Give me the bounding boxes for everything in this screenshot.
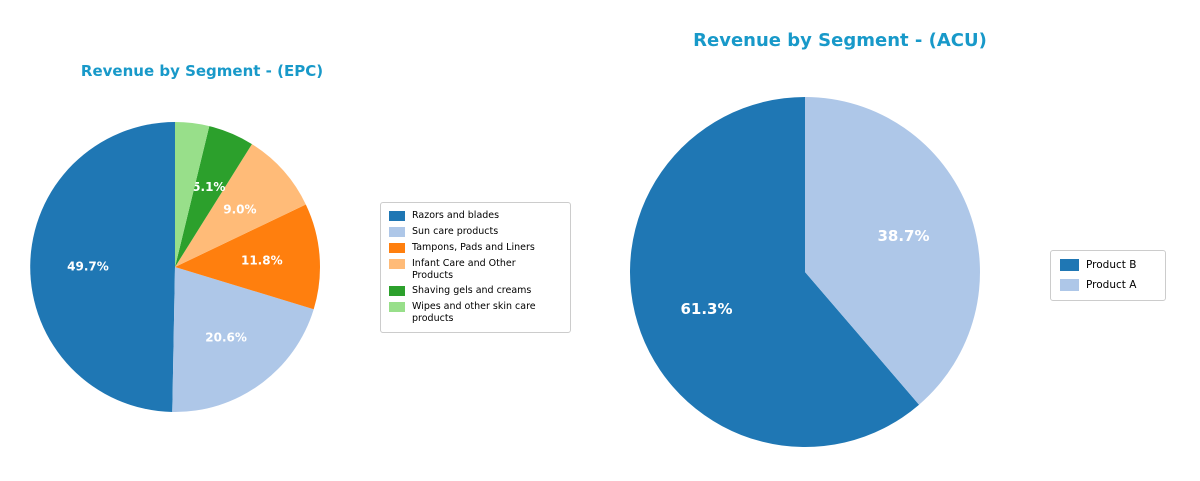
pie-slice-label: 5.1% — [192, 180, 225, 194]
pie-slice — [30, 122, 175, 412]
pie-slice — [175, 144, 306, 267]
legend-label: Shaving gels and creams — [412, 285, 532, 297]
legend-label: Product B — [1086, 259, 1137, 271]
legend-item: Product A — [1060, 279, 1156, 292]
pie-slice-label: 9.0% — [223, 202, 256, 216]
pie-slice — [172, 267, 314, 412]
legend-label: Product A — [1086, 279, 1137, 292]
legend-item: Infant Care and Other Products — [389, 258, 562, 282]
chart-title-epc: Revenue by Segment - (EPC) — [80, 62, 324, 80]
legend-item: Tampons, Pads and Liners — [389, 242, 562, 254]
legend-swatch — [1060, 279, 1079, 292]
pie-slice — [805, 97, 980, 405]
pie-slice — [175, 204, 320, 310]
pie-slice — [175, 126, 252, 267]
pie-slice-label: 49.7% — [67, 259, 109, 273]
legend-label: Razors and blades — [412, 210, 500, 221]
legend-swatch — [389, 242, 405, 253]
legend-label: Sun care products — [412, 225, 499, 237]
legend-label: Tampons, Pads and Liners — [412, 241, 535, 253]
legend-item: Product B — [1060, 259, 1156, 272]
legend-label: Wipes and other skin care products — [412, 301, 536, 325]
legend-label: Infant Care and Other Products — [412, 257, 516, 281]
pie-slice-label: 20.6% — [205, 331, 247, 345]
legend-swatch — [389, 211, 405, 221]
legend-swatch — [1060, 259, 1079, 271]
pie-slice-label: 38.7% — [877, 227, 929, 245]
legend-swatch — [389, 258, 405, 269]
legend-acu: Product B Product A — [1050, 250, 1166, 302]
pie-slice-label: 61.3% — [680, 300, 732, 318]
legend-swatch — [389, 226, 405, 237]
legend-item: Wipes and other skin care products — [389, 301, 562, 325]
pie-acu: 61.3% 38.7% — [629, 97, 980, 448]
legend-item: Razors and blades — [389, 210, 562, 222]
pie-epc: 49.7% 20.6% 11.8% 9.0% 5.1% — [30, 121, 320, 412]
chart-title-acu: Revenue by Segment - (ACU) — [693, 30, 987, 51]
legend-item: Shaving gels and creams — [389, 285, 562, 297]
pie-slice-label: 11.8% — [241, 254, 283, 268]
legend-epc: Razors and blades Sun care products Tampon… — [380, 202, 571, 333]
pie-slice — [629, 97, 920, 448]
legend-item: Sun care products — [389, 226, 562, 238]
pie-slice — [175, 121, 210, 267]
legend-swatch — [389, 302, 405, 313]
legend-swatch — [389, 286, 405, 297]
